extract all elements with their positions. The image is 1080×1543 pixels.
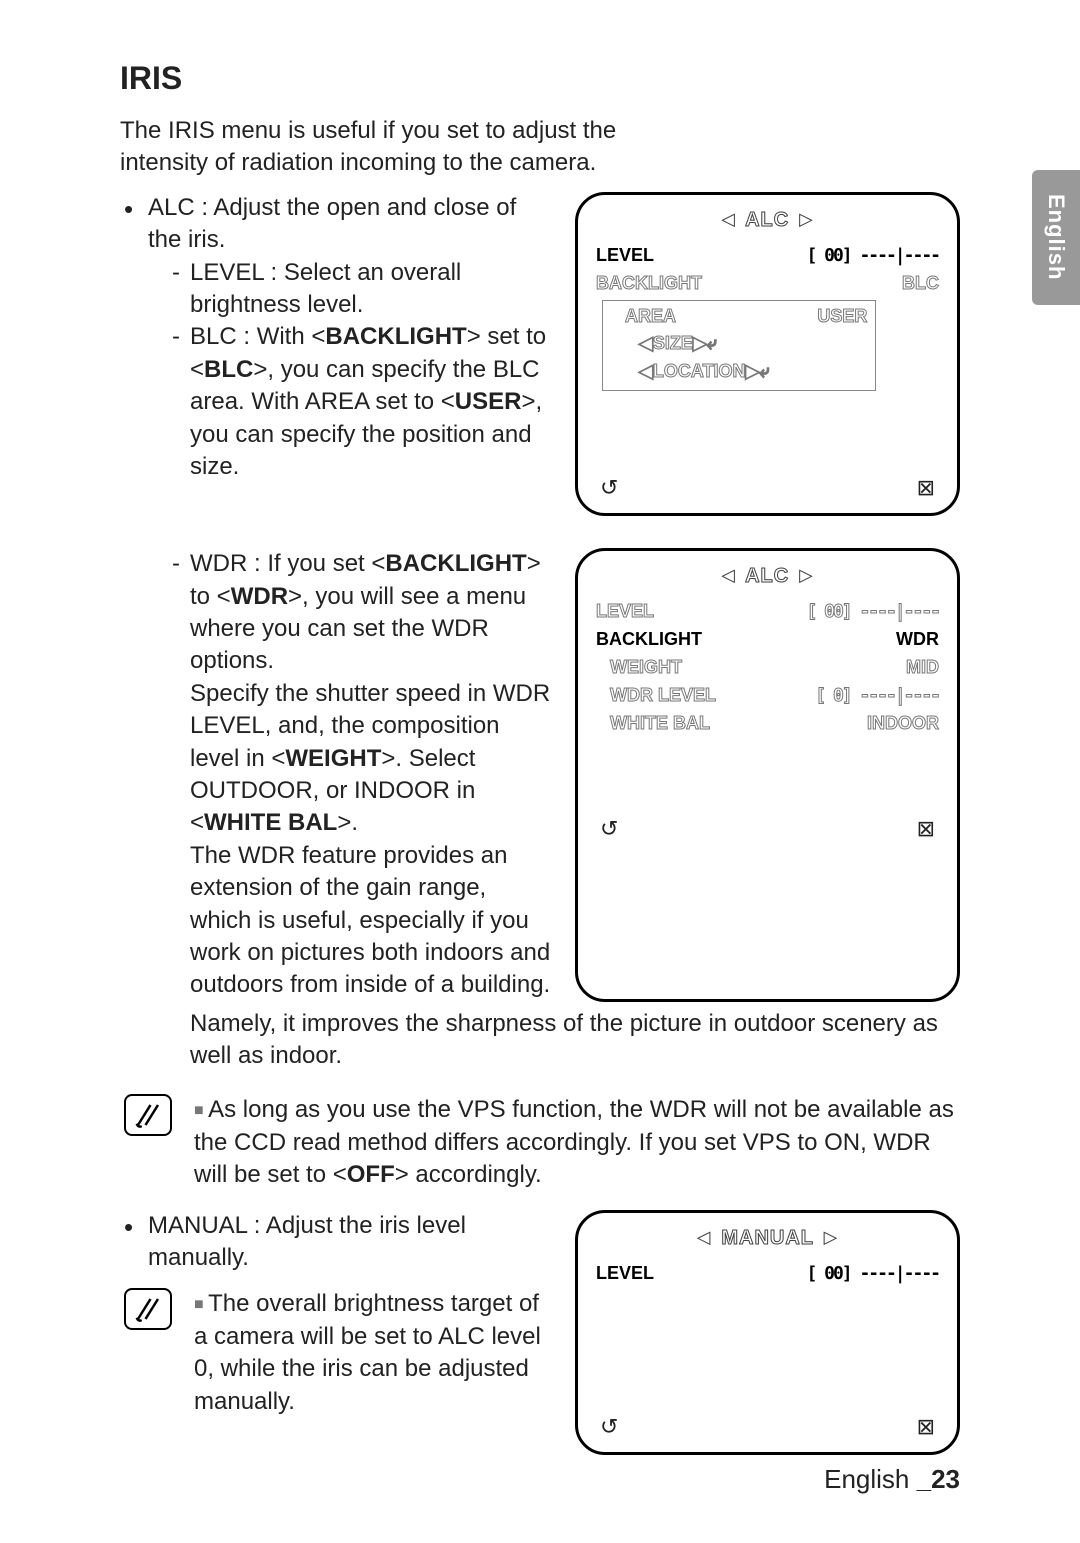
osd1-level-r: [ 00] ----|---- <box>806 242 939 270</box>
footer-page: _23 <box>917 1464 960 1494</box>
alc-level: LEVEL : Select an overall brightness lev… <box>172 257 551 322</box>
osd1-backlight-l: BACKLIGHT <box>596 270 702 298</box>
osd-manual: ◄ MANUAL ► LEVEL [ 00] ----|---- ↺ ⊠ <box>575 1210 960 1455</box>
close-icon: ⊠ <box>917 475 935 501</box>
osd2-whitebal-l: WHITE BAL <box>610 710 710 738</box>
alc-wdr-wide: Namely, it improves the sharpness of the… <box>120 1008 960 1073</box>
footer-lang: English <box>824 1464 917 1494</box>
osd3-level-l: LEVEL <box>596 1260 654 1288</box>
close-icon: ⊠ <box>917 816 935 842</box>
osd2-level-l: LEVEL <box>596 598 654 626</box>
osd2-wdrlevel-l: WDR LEVEL <box>610 682 716 710</box>
osd2-backlight-l: BACKLIGHT <box>596 626 702 654</box>
osd2-title: ◄ ALC ► <box>596 565 939 588</box>
osd1-backlight-r: BLC <box>902 270 939 298</box>
alc-wdr-tail: The WDR feature provides an extension of… <box>120 840 551 1002</box>
note-icon <box>124 1288 172 1330</box>
osd-alc-wdr: ◄ ALC ► LEVEL [ 00] ----|---- BACKLIGHT WD… <box>575 548 960 1001</box>
page-title: IRIS <box>120 60 960 97</box>
alc-lead: ALC : Adjust the open and close of the i… <box>120 192 551 257</box>
alc-blc: BLC : With <BACKLIGHT> set to <BLC>, you… <box>172 321 551 483</box>
back-icon: ↺ <box>600 475 618 501</box>
osd2-weight-l: WEIGHT <box>610 654 682 682</box>
language-side-tab: English <box>1032 170 1080 305</box>
osd2-level-r: [ 00] ----|---- <box>806 598 939 626</box>
osd3-level-r: [ 00] ----|---- <box>806 1260 939 1288</box>
osd1-size: ◀SIZE▶⤶ <box>639 330 717 358</box>
alc-wdr: WDR : If you set <BACKLIGHT> to <WDR>, y… <box>172 548 551 678</box>
back-icon: ↺ <box>600 1414 618 1440</box>
osd1-title: ◄ ALC ► <box>596 209 939 232</box>
manual-lead: MANUAL : Adjust the iris level manually. <box>120 1210 551 1275</box>
page-footer: English _23 <box>824 1464 960 1495</box>
side-tab-label: English <box>1043 194 1069 280</box>
note-icon <box>124 1094 172 1136</box>
osd1-area-r: USER <box>817 303 867 331</box>
osd2-weight-r: MID <box>906 654 939 682</box>
note2-text: The overall brightness target of a camer… <box>194 1288 551 1418</box>
osd3-title: ◄ MANUAL ► <box>596 1227 939 1250</box>
osd2-backlight-r: WDR <box>896 626 939 654</box>
close-icon: ⊠ <box>917 1414 935 1440</box>
osd2-whitebal-r: INDOOR <box>867 710 939 738</box>
osd2-wdrlevel-r: [ 0] ----|---- <box>815 682 939 710</box>
note1-text: As long as you use the VPS function, the… <box>194 1094 960 1191</box>
osd1-level-l: LEVEL <box>596 242 654 270</box>
osd1-area-l: AREA <box>625 303 676 331</box>
alc-wdr-body: Specify the shutter speed in WDR LEVEL, … <box>120 678 551 840</box>
osd1-location: ◀LOCATION▶⤶ <box>639 358 769 386</box>
back-icon: ↺ <box>600 816 618 842</box>
osd-alc-blc: ◄ ALC ► LEVEL [ 00] ----|---- BACKLIGHT BL… <box>575 192 960 516</box>
intro-text: The IRIS menu is useful if you set to ad… <box>120 115 630 180</box>
